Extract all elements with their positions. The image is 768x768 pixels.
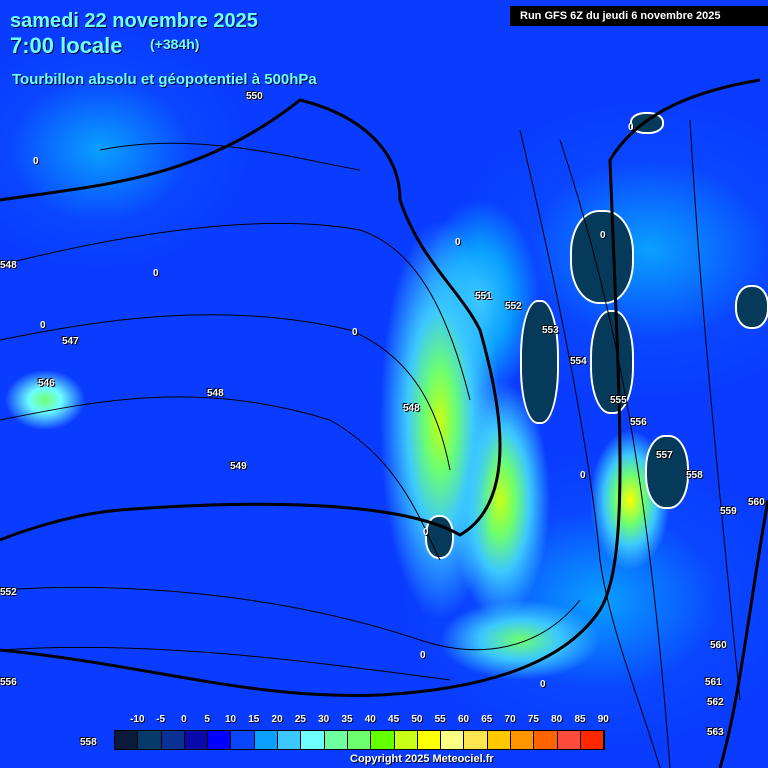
low-vorticity-area — [570, 210, 634, 304]
contour-label: 548 — [0, 260, 17, 271]
legend-swatch — [138, 731, 162, 749]
legend-swatch — [161, 731, 185, 749]
contour-label: 560 — [748, 497, 765, 508]
legend-tick: 25 — [294, 714, 306, 725]
low-vorticity-area — [520, 300, 559, 424]
legend-swatch — [115, 731, 139, 749]
forecast-time: 7:00 locale — [10, 33, 123, 58]
legend-swatch — [511, 731, 535, 749]
contour-label: 559 — [720, 506, 737, 517]
zero-label: 0 — [352, 327, 358, 338]
zero-label: 0 — [420, 650, 426, 661]
legend-swatch — [278, 731, 302, 749]
zero-label: 0 — [455, 237, 461, 248]
legend-swatch — [417, 731, 442, 749]
legend-tick: 65 — [481, 714, 493, 725]
zero-label: 0 — [580, 470, 586, 481]
zero-label: 0 — [423, 527, 429, 538]
legend-tick: 20 — [271, 714, 283, 725]
legend-swatch — [208, 731, 232, 749]
zero-label: 0 — [153, 268, 159, 279]
legend-tick: -5 — [156, 714, 166, 725]
map-title: Tourbillon absolu et géopotentiel à 500h… — [12, 71, 317, 88]
contour-label: 560 — [710, 640, 727, 651]
contour-label: 558 — [686, 470, 703, 481]
contour-label: 562 — [707, 697, 724, 708]
legend-swatch — [184, 731, 209, 749]
contour-label: 552 — [505, 301, 522, 312]
contour-label: 554 — [570, 356, 587, 367]
legend-tick: 60 — [457, 714, 470, 725]
legend-swatch — [347, 731, 372, 749]
legend-swatch — [487, 731, 512, 749]
contour-label: 555 — [610, 395, 627, 406]
legend-tick: 90 — [597, 714, 609, 725]
contour-label: 550 — [246, 91, 263, 102]
zero-label: 0 — [600, 230, 606, 241]
legend-swatch — [254, 731, 279, 749]
legend-tick: 45 — [388, 714, 400, 725]
legend-swatch — [534, 731, 558, 749]
legend-ticks: -10 -5 0 5 10 15 20 25 30 35 40 45 50 55 60 65 70 75 80 85 9… — [114, 714, 609, 728]
legend-tick: 75 — [527, 714, 539, 725]
contour-label: 553 — [542, 325, 559, 336]
legend-tick: 80 — [551, 714, 563, 725]
legend-tick: 5 — [204, 714, 210, 725]
zero-label: 0 — [540, 679, 546, 690]
contour-label: 552 — [0, 587, 17, 598]
legend-tick: 85 — [574, 714, 586, 725]
color-legend — [114, 730, 606, 750]
legend-tick: 10 — [224, 714, 237, 725]
legend-tick: 70 — [504, 714, 516, 725]
legend-swatch — [371, 731, 395, 749]
contour-label: 563 — [707, 727, 724, 738]
legend-tick: 35 — [341, 714, 353, 725]
contour-label: 561 — [705, 677, 722, 688]
legend-tick: 50 — [411, 714, 423, 725]
forecast-date: samedi 22 novembre 2025 — [10, 10, 258, 32]
zero-label: 0 — [628, 122, 634, 133]
lead-time: (+384h) — [150, 36, 200, 52]
contour-label: 548 — [403, 403, 420, 414]
legend-swatch — [394, 731, 418, 749]
legend-swatch — [441, 731, 465, 749]
zero-label: 0 — [33, 156, 39, 167]
low-vorticity-area — [645, 435, 689, 509]
contour-label: 558 — [80, 737, 97, 748]
legend-tick: 0 — [181, 714, 187, 725]
contour-label: 556 — [0, 677, 17, 688]
legend-swatch — [324, 731, 348, 749]
contour-label: 556 — [630, 417, 647, 428]
contour-label: 546 — [38, 378, 55, 389]
legend-tick: 15 — [248, 714, 260, 725]
legend-tick: 40 — [364, 714, 376, 725]
legend-tick: 30 — [318, 714, 330, 725]
run-info: Run GFS 6Z du jeudi 6 novembre 2025 — [510, 6, 768, 26]
legend-swatch — [580, 731, 605, 749]
legend-swatch — [301, 731, 325, 749]
legend-tick: 55 — [434, 714, 446, 725]
legend-swatch — [231, 731, 255, 749]
contour-label: 551 — [475, 291, 492, 302]
legend-swatch — [557, 731, 581, 749]
contour-label: 547 — [62, 336, 79, 347]
zero-label: 0 — [40, 320, 46, 331]
legend-tick: -10 — [130, 714, 145, 725]
contour-label: 557 — [656, 450, 673, 461]
contour-label: 549 — [230, 461, 247, 472]
legend-swatch — [464, 731, 488, 749]
contour-label: 548 — [207, 388, 224, 399]
copyright: Copyright 2025 Meteociel.fr — [350, 753, 494, 765]
